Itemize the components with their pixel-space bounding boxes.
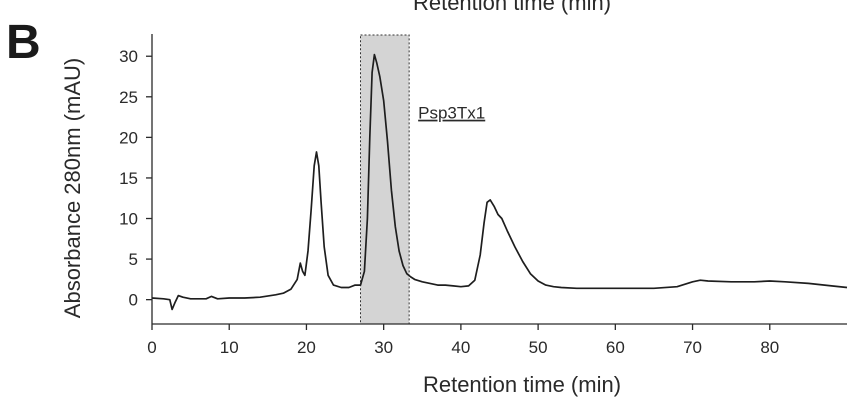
x-tick-label: 0 — [147, 338, 156, 357]
x-tick-label: 50 — [529, 338, 548, 357]
x-tick-label: 70 — [683, 338, 702, 357]
y-tick-label: 25 — [119, 88, 138, 107]
y-tick-label: 0 — [129, 291, 138, 310]
y-axis-title: Absorbance 280nm (mAU) — [60, 58, 85, 318]
x-tick-label: 80 — [760, 338, 779, 357]
x-axis-title: Retention time (min) — [423, 372, 621, 397]
x-tick-label: 30 — [374, 338, 393, 357]
x-tick-label: 10 — [220, 338, 239, 357]
x-axis-ticks: 0 10 20 30 40 50 60 70 80 — [147, 324, 779, 357]
axes — [151, 34, 847, 325]
y-tick-label: 20 — [119, 128, 138, 147]
y-tick-label: 10 — [119, 210, 138, 229]
y-axis-ticks: 0 5 10 15 20 25 30 — [119, 47, 152, 310]
x-tick-label: 60 — [606, 338, 625, 357]
y-tick-label: 30 — [119, 47, 138, 66]
highlight-band-label: Psp3Tx1 — [418, 104, 485, 123]
y-tick-label: 5 — [129, 250, 138, 269]
top-cut-axis-title: Retention time (min) — [413, 0, 611, 15]
x-tick-label: 40 — [451, 338, 470, 357]
y-tick-label: 15 — [119, 169, 138, 188]
absorbance-trace — [151, 53, 848, 311]
x-tick-label: 20 — [297, 338, 316, 357]
panel-label: B — [6, 16, 41, 69]
